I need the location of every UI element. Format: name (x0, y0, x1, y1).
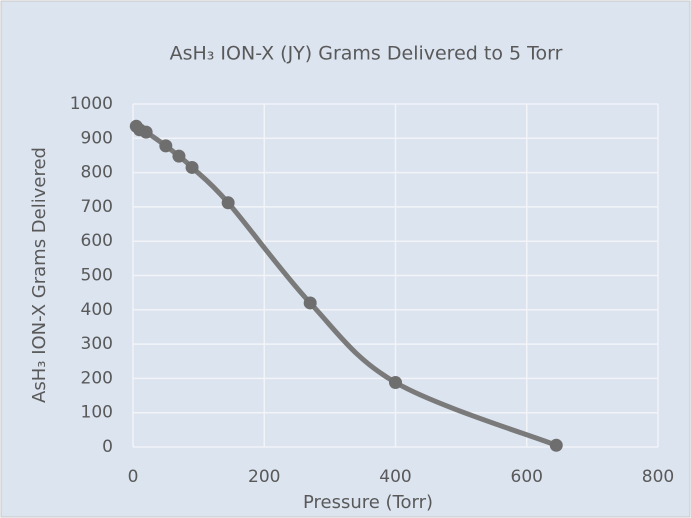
y-tick-label: 700 (81, 197, 113, 217)
y-tick-label: 0 (102, 437, 113, 457)
x-tick-label: 800 (642, 467, 674, 487)
data-point (185, 160, 199, 174)
x-tick-label: 200 (248, 467, 280, 487)
x-tick-label: 400 (379, 467, 411, 487)
chart-title: AsH₃ ION-X (JY) Grams Delivered to 5 Tor… (170, 43, 563, 65)
y-tick-label: 900 (81, 128, 113, 148)
data-point (159, 139, 173, 153)
y-tick-label: 100 (81, 403, 113, 423)
data-point (221, 196, 235, 210)
data-point (303, 296, 317, 310)
y-tick-label: 400 (81, 300, 113, 320)
x-axis-label: Pressure (Torr) (303, 492, 433, 513)
x-tick-label: 600 (511, 467, 543, 487)
y-tick-label: 300 (81, 334, 113, 354)
y-tick-label: 500 (81, 266, 113, 286)
y-tick-label: 800 (81, 163, 113, 183)
data-point (389, 376, 402, 390)
data-point (549, 438, 563, 452)
y-tick-label: 200 (81, 368, 113, 388)
y-axis-label: AsH₃ ION-X Grams Delivered (29, 147, 50, 403)
data-point (139, 125, 153, 139)
x-tick-label: 0 (128, 467, 139, 487)
data-point (172, 149, 186, 163)
y-tick-label: 600 (81, 231, 113, 251)
y-tick-label: 1000 (70, 94, 113, 114)
